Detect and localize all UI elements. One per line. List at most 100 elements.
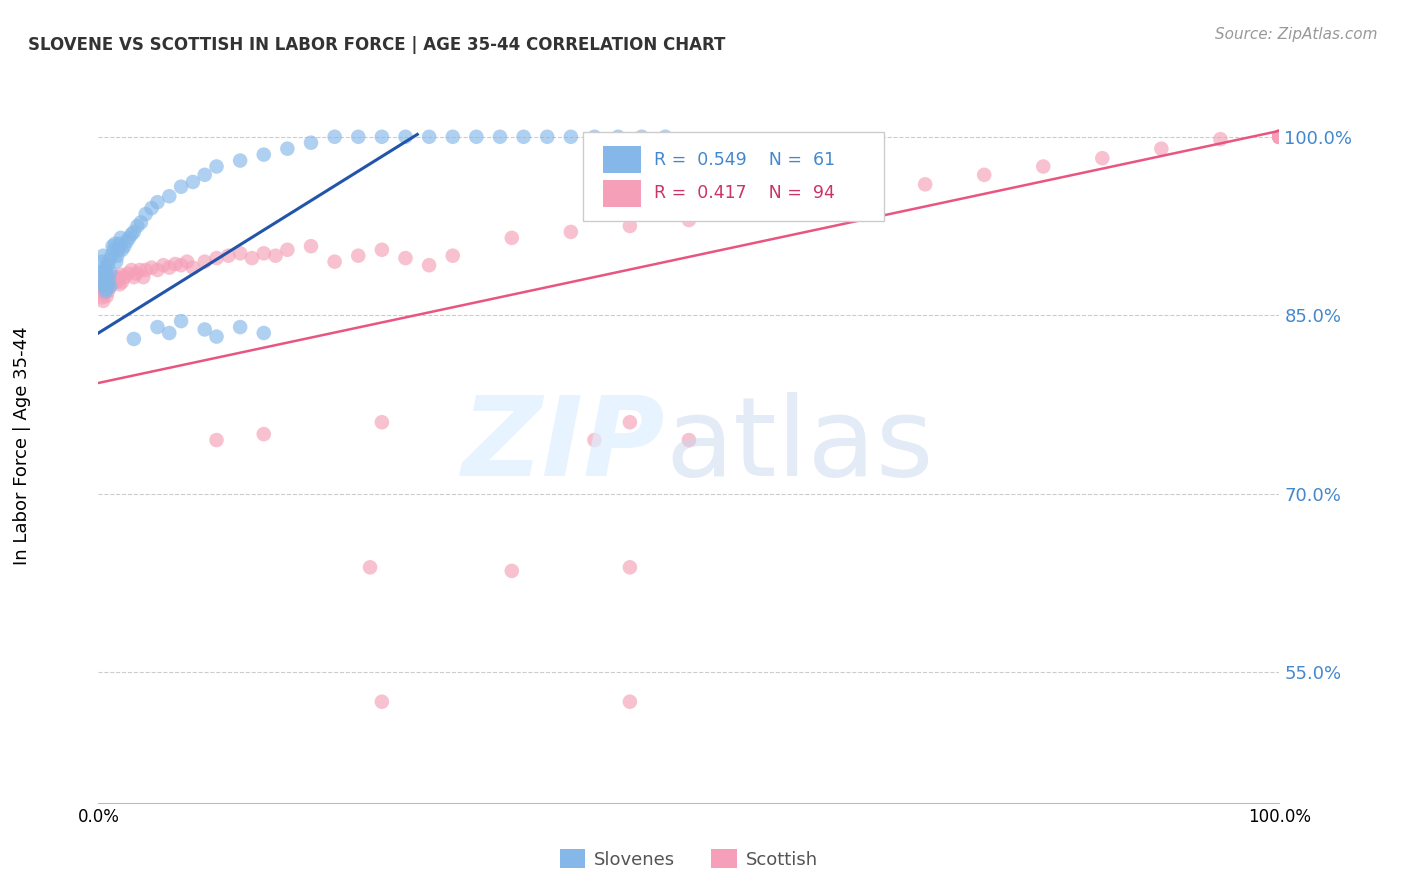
Point xyxy=(110,231,132,245)
Point xyxy=(1268,129,1291,144)
Point xyxy=(276,243,298,257)
Point xyxy=(678,213,700,227)
Point xyxy=(96,268,118,282)
Point xyxy=(103,243,125,257)
Point xyxy=(93,272,115,286)
Point xyxy=(1268,129,1291,144)
Text: In Labor Force | Age 35-44: In Labor Force | Age 35-44 xyxy=(13,326,31,566)
Point xyxy=(1268,129,1291,144)
Point xyxy=(96,282,118,296)
Point xyxy=(104,272,127,286)
Point xyxy=(796,195,818,210)
Point xyxy=(146,195,169,210)
Point xyxy=(107,272,129,286)
Text: Source: ZipAtlas.com: Source: ZipAtlas.com xyxy=(1215,27,1378,42)
Point xyxy=(619,219,641,233)
Point xyxy=(97,270,120,285)
Point xyxy=(240,251,263,265)
Point xyxy=(371,129,394,144)
Point xyxy=(118,231,141,245)
Point xyxy=(323,129,346,144)
Point xyxy=(194,168,217,182)
Point xyxy=(654,129,676,144)
Point xyxy=(146,263,169,277)
Point xyxy=(1268,129,1291,144)
Point xyxy=(141,260,163,275)
Point xyxy=(229,320,252,334)
Point xyxy=(394,251,416,265)
Point xyxy=(105,275,128,289)
Point xyxy=(91,249,114,263)
Point xyxy=(1209,132,1232,146)
Point xyxy=(94,285,117,299)
Point xyxy=(157,326,180,340)
Point xyxy=(1091,151,1114,165)
Point xyxy=(630,129,652,144)
Point xyxy=(1268,129,1291,144)
Point xyxy=(1032,160,1054,174)
Point xyxy=(418,258,440,272)
Point xyxy=(141,201,163,215)
Point xyxy=(170,179,193,194)
Point xyxy=(170,314,193,328)
Point xyxy=(132,270,155,285)
Point xyxy=(512,129,534,144)
Text: R =  0.417    N =  94: R = 0.417 N = 94 xyxy=(654,185,834,202)
Point xyxy=(619,695,641,709)
Point xyxy=(678,433,700,447)
Point xyxy=(299,136,322,150)
Point xyxy=(122,332,145,346)
Point xyxy=(489,129,512,144)
Point xyxy=(205,329,228,343)
Point xyxy=(157,189,180,203)
Point xyxy=(135,263,157,277)
Point xyxy=(98,253,121,268)
Point xyxy=(1268,129,1291,144)
Point xyxy=(1268,129,1291,144)
Point xyxy=(91,275,114,289)
Point xyxy=(229,153,252,168)
Point xyxy=(96,289,118,303)
Bar xyxy=(603,180,641,207)
Point xyxy=(111,275,134,289)
FancyBboxPatch shape xyxy=(582,132,884,221)
Point xyxy=(1268,129,1291,144)
Point xyxy=(1268,129,1291,144)
Point xyxy=(560,225,582,239)
Point xyxy=(121,227,143,242)
Point xyxy=(103,270,125,285)
Point xyxy=(105,254,128,268)
Point xyxy=(914,178,936,192)
Point xyxy=(1268,129,1291,144)
Point xyxy=(253,326,276,340)
Point xyxy=(181,175,204,189)
Point xyxy=(1268,129,1291,144)
Point xyxy=(1268,129,1291,144)
Point xyxy=(1268,129,1291,144)
Point xyxy=(441,129,464,144)
Point xyxy=(205,433,228,447)
Point xyxy=(112,270,135,285)
Point xyxy=(117,267,139,281)
Point xyxy=(98,279,121,293)
Point xyxy=(1268,129,1291,144)
Point xyxy=(93,286,115,301)
Point xyxy=(501,564,523,578)
Point xyxy=(1268,129,1291,144)
Point xyxy=(536,129,558,144)
Point xyxy=(100,249,122,263)
Point xyxy=(276,142,298,156)
Point xyxy=(128,263,150,277)
Point xyxy=(101,275,124,289)
Point xyxy=(1268,129,1291,144)
Point xyxy=(157,260,180,275)
Point xyxy=(855,186,877,201)
Point xyxy=(97,277,120,292)
Legend: Slovenes, Scottish: Slovenes, Scottish xyxy=(553,842,825,876)
Point xyxy=(93,260,115,275)
Point xyxy=(122,270,145,285)
Text: R =  0.549    N =  61: R = 0.549 N = 61 xyxy=(654,151,835,169)
Point xyxy=(619,560,641,574)
Point xyxy=(205,160,228,174)
Point xyxy=(100,272,122,286)
